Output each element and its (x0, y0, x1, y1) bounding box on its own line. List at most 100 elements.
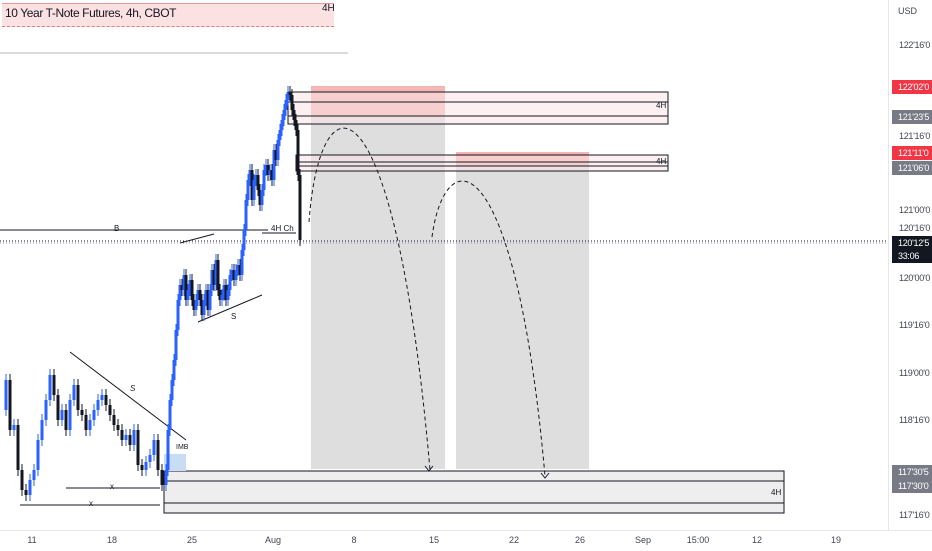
zone-upper-label: 4H (656, 101, 667, 110)
candle-body (266, 165, 270, 175)
candle-body (222, 285, 226, 295)
candle-body (202, 300, 206, 315)
candle-body (290, 95, 294, 110)
s-lower-label: S (231, 312, 237, 321)
candle-body (152, 440, 156, 455)
candle-body (264, 165, 268, 170)
candle-body (206, 290, 210, 310)
zone-middle-label: 4H (656, 157, 667, 166)
candle-body (286, 92, 290, 100)
chart-title[interactable]: 10 Year T-Note Futures, 4h, CBOT (5, 6, 177, 20)
price-tick: 121'16'0 (899, 131, 931, 141)
candle-body (68, 400, 72, 430)
candle-body (262, 170, 266, 190)
bar-countdown-badge: 33:06 (892, 249, 932, 263)
candle-body (190, 280, 194, 300)
candle-body (226, 290, 230, 300)
s-middle-label: S (130, 384, 136, 393)
price-tick: 119'16'0 (899, 320, 930, 330)
candle-body (72, 385, 76, 400)
candle-body (76, 385, 80, 410)
candle-body (172, 360, 176, 380)
time-tick: Sep (634, 535, 652, 545)
candle-body (168, 400, 172, 430)
candle-body (272, 150, 276, 180)
candle-body (104, 395, 108, 405)
candle-body (116, 425, 120, 430)
candle-body (252, 180, 256, 200)
candle-body (288, 92, 292, 95)
candle-body (242, 230, 246, 250)
candle-body (140, 465, 144, 470)
level-b-label: B (114, 224, 120, 233)
candle-body (188, 280, 192, 290)
time-tick: 15:00 (686, 535, 710, 545)
candle-body (256, 175, 260, 190)
candle-body (16, 425, 20, 470)
price-badge-level: 121'11'0 (892, 146, 932, 160)
candle-body (112, 415, 116, 425)
candle-body (132, 430, 136, 445)
title-timeframe: 4H (322, 3, 335, 14)
candle-body (292, 110, 296, 120)
candle-body (296, 130, 300, 175)
candle-body (280, 120, 284, 130)
candle-body (194, 300, 198, 310)
x-upper-label: x (110, 482, 114, 491)
projection-box-2 (456, 152, 589, 469)
price-badge: 121'23'5 (892, 110, 932, 124)
candle-body (260, 190, 264, 205)
price-tick: 120'00'0 (899, 273, 931, 283)
time-tick: 15 (428, 535, 440, 545)
candle-body (120, 430, 124, 440)
candle-body (148, 455, 152, 462)
candle-body (4, 380, 8, 410)
candle-body (92, 410, 96, 420)
candle-body (24, 490, 28, 495)
candle-body (212, 270, 216, 285)
candle-body (224, 285, 228, 300)
candle-body (108, 405, 112, 415)
choch-label: 4H Ch (271, 224, 294, 233)
candle-body (180, 285, 184, 290)
candle-body (166, 430, 170, 470)
candle-body (228, 275, 232, 290)
candle-body (234, 270, 238, 280)
candle-body (200, 300, 204, 315)
candle-body (176, 300, 180, 330)
candle-body (124, 435, 128, 440)
time-tick: 25 (186, 535, 198, 545)
candle-body (52, 375, 56, 395)
candle-body (60, 410, 64, 420)
price-tick: 121'00'0 (899, 205, 931, 215)
candle-body (184, 275, 188, 300)
candle-body (244, 200, 248, 230)
candle-body (204, 290, 208, 300)
time-tick: Aug (264, 535, 282, 545)
candle-body (282, 110, 286, 120)
candle-body (136, 430, 140, 465)
candle-body (246, 180, 250, 200)
candle-body (278, 130, 282, 140)
candle-body (276, 140, 280, 160)
wedge-upper-line (179, 233, 215, 244)
time-tick: 19 (830, 535, 842, 545)
candles-group (4, 86, 302, 501)
arrow-head-1 (424, 465, 434, 472)
time-axis[interactable] (0, 530, 932, 551)
candle-body (96, 400, 100, 410)
candle-body (214, 260, 218, 285)
candle-body (196, 290, 200, 300)
time-tick: 26 (574, 535, 586, 545)
supply-zone-middle (295, 154, 669, 172)
time-tick: 11 (27, 535, 37, 545)
price-tick: 120'16'0 (899, 223, 931, 233)
zone-lower-label: 4H (771, 488, 782, 497)
candle-body (298, 175, 302, 240)
candle-body (160, 470, 164, 485)
candle-body (220, 295, 224, 300)
candle-body (48, 375, 52, 400)
candle-body (198, 290, 202, 300)
time-tick: 8 (351, 535, 357, 545)
